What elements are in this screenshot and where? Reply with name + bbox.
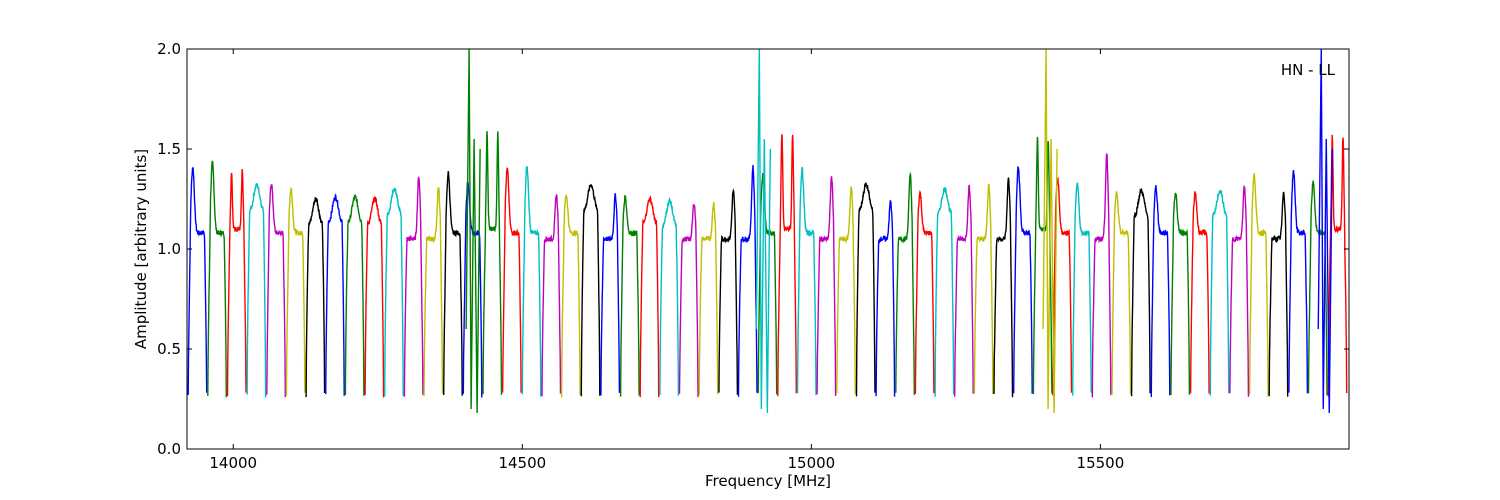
channel-line <box>757 172 778 395</box>
channel-line <box>698 201 719 396</box>
channel-line <box>1209 190 1230 396</box>
channel-line <box>777 134 797 397</box>
channel-line <box>423 186 444 397</box>
channel-line <box>246 183 267 398</box>
channel-line <box>875 200 896 397</box>
channel-line <box>403 176 424 397</box>
channel-line <box>1189 191 1210 394</box>
chart-annotation: HN - LL <box>1281 61 1336 79</box>
channel-line <box>560 193 581 398</box>
spike-line <box>465 49 481 414</box>
channel-line <box>600 193 621 396</box>
channel-line <box>580 183 601 397</box>
y-tick-label: 0.5 <box>157 340 181 358</box>
channel-line <box>187 167 208 396</box>
channel-line <box>1032 136 1053 395</box>
channel-line <box>541 194 562 397</box>
channel-line <box>305 196 326 398</box>
channel-line <box>954 184 974 397</box>
channel-line <box>639 195 660 398</box>
channel-line <box>1072 182 1092 396</box>
channel-line <box>1130 187 1151 397</box>
spike-line <box>755 49 772 414</box>
y-tick-label: 1.0 <box>157 240 181 258</box>
channel-line <box>364 196 385 398</box>
x-tick-label: 15500 <box>1077 454 1125 472</box>
channel-line <box>1288 170 1309 394</box>
channel-line <box>816 176 837 396</box>
channel-line <box>1111 191 1132 396</box>
y-tick-label: 2.0 <box>157 40 181 58</box>
x-axis-label: Frequency [MHz] <box>705 472 831 490</box>
channel-line <box>226 169 247 397</box>
channel-line <box>737 164 758 397</box>
channel-line <box>973 183 994 395</box>
x-axis-ticks: 14000 14500 15000 15500 <box>209 49 1124 472</box>
channel-line <box>914 189 935 394</box>
channel-line <box>895 171 915 395</box>
x-tick-label: 15000 <box>787 454 835 472</box>
channel-line <box>344 194 365 396</box>
channel-line <box>659 196 680 396</box>
channel-line <box>934 186 955 397</box>
channel-line <box>1307 180 1328 396</box>
channel-line <box>678 204 699 398</box>
channel-line <box>836 186 856 395</box>
spike-line <box>1042 49 1058 414</box>
channel-line <box>1150 185 1171 398</box>
series-layer <box>187 49 1348 414</box>
channel-line <box>501 167 522 393</box>
channel-line <box>1170 192 1191 396</box>
channel-line <box>1268 191 1289 397</box>
y-axis-ticks: 0.0 0.5 1.0 1.5 2.0 <box>157 40 1349 458</box>
channel-line <box>285 186 306 396</box>
spike-line <box>1317 49 1333 414</box>
channel-line <box>619 195 640 397</box>
channel-line <box>1091 153 1112 398</box>
y-tick-label: 0.0 <box>157 440 181 458</box>
channel-line <box>855 182 876 397</box>
y-tick-label: 1.5 <box>157 140 181 158</box>
channel-line <box>266 184 286 398</box>
x-tick-label: 14000 <box>209 454 257 472</box>
channel-line <box>443 171 463 396</box>
channel-line <box>796 166 817 396</box>
channel-line <box>1248 173 1269 397</box>
channel-line <box>521 166 542 397</box>
channel-line <box>1229 184 1250 397</box>
channel-line <box>718 188 739 395</box>
channel-line <box>325 193 345 396</box>
x-tick-label: 14500 <box>498 454 546 472</box>
channel-line <box>993 177 1014 398</box>
y-axis-label: Amplitude [arbitrary units] <box>132 149 150 349</box>
channel-line <box>1013 166 1033 394</box>
channel-line <box>207 160 227 398</box>
channel-line <box>384 187 404 397</box>
channel-line <box>482 131 503 395</box>
